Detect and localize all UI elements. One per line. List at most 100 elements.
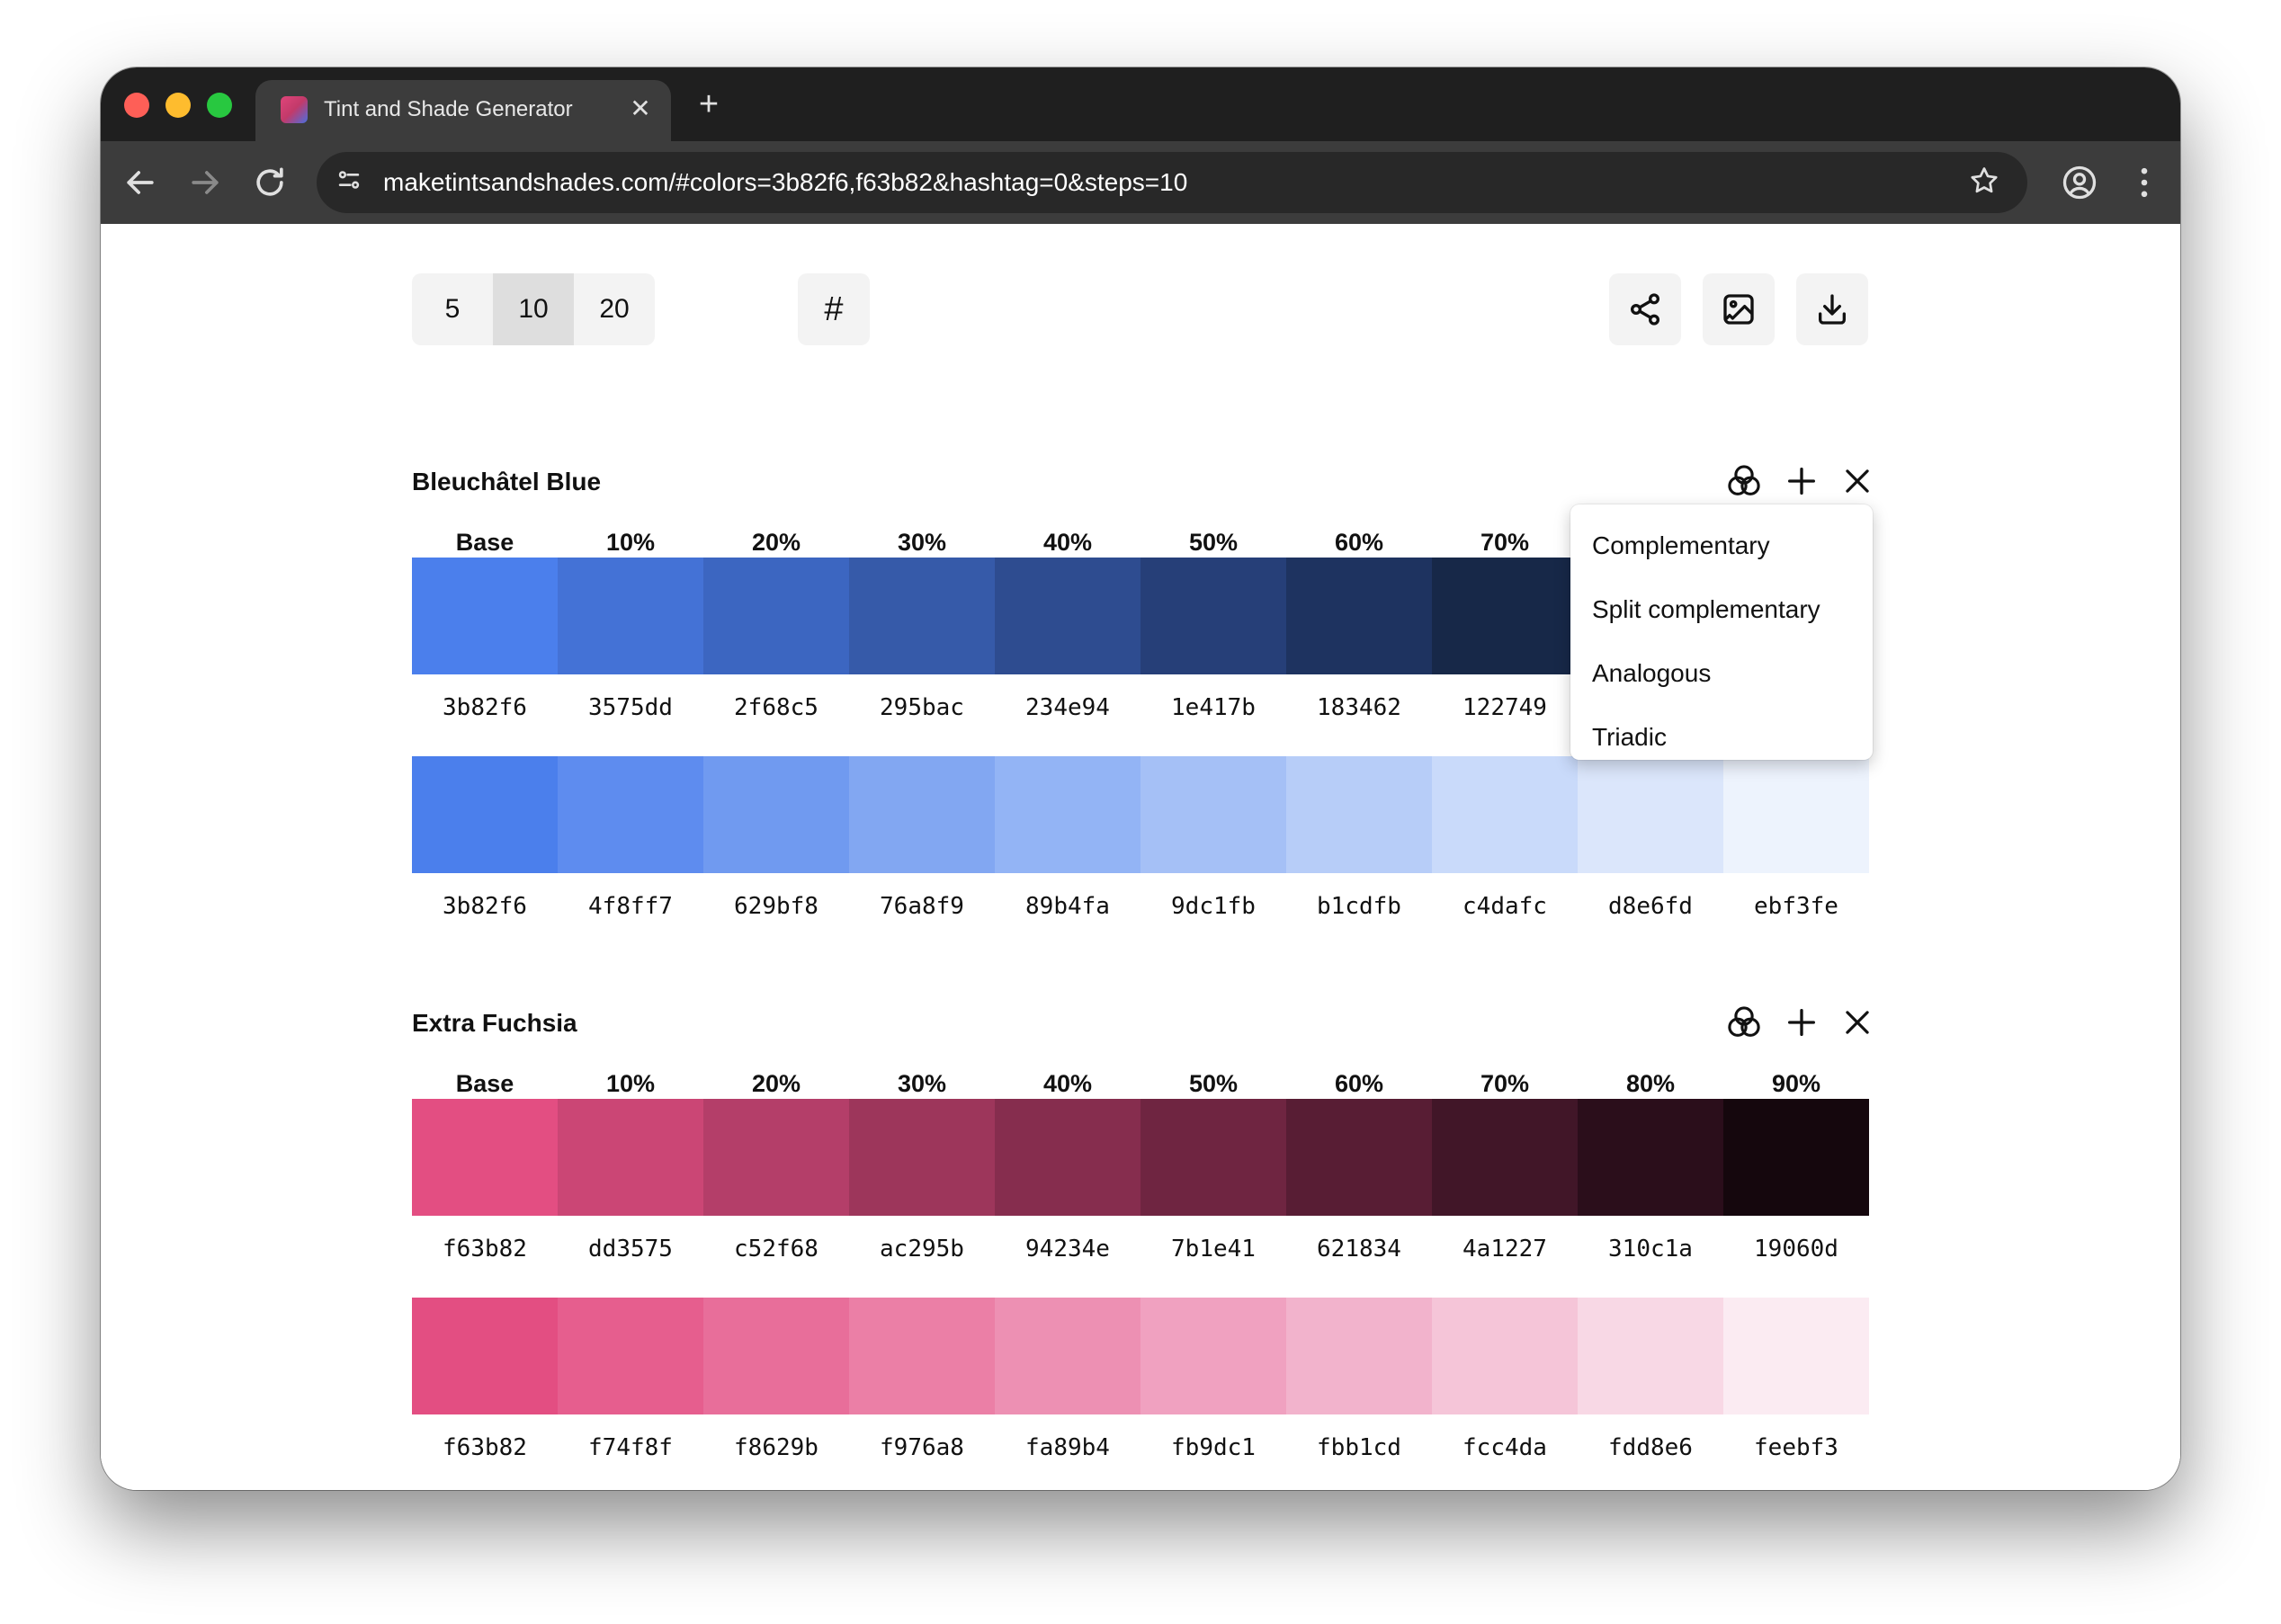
hex-code[interactable]: fb9dc1 <box>1171 1434 1256 1461</box>
color-swatch[interactable] <box>1432 1099 1578 1216</box>
download-button[interactable] <box>1796 273 1868 345</box>
color-swatch[interactable] <box>703 1099 849 1216</box>
url-text[interactable]: maketintsandshades.com/#colors=3b82f6,f6… <box>383 168 1188 196</box>
hex-code[interactable]: f8629b <box>734 1434 818 1461</box>
palette-name[interactable]: Bleuchâtel Blue <box>412 468 602 495</box>
color-swatch[interactable] <box>1140 756 1286 873</box>
profile-icon[interactable] <box>2060 163 2099 202</box>
share-button[interactable] <box>1609 273 1681 345</box>
hex-code[interactable]: fbb1cd <box>1317 1434 1401 1461</box>
color-swatch[interactable] <box>1432 558 1578 674</box>
browser-menu-icon[interactable] <box>2124 163 2164 202</box>
browser-tab[interactable]: Tint and Shade Generator ✕ <box>255 80 671 141</box>
color-swatch[interactable] <box>703 756 849 873</box>
color-swatch[interactable] <box>1723 756 1869 873</box>
color-swatch[interactable] <box>995 1298 1140 1414</box>
hex-code[interactable]: 1e417b <box>1171 694 1256 721</box>
color-swatch[interactable] <box>558 756 703 873</box>
site-info-icon[interactable] <box>331 165 367 201</box>
hex-code[interactable]: ac295b <box>880 1236 964 1263</box>
menu-item-analogous[interactable]: Analogous <box>1592 659 1712 687</box>
color-swatch[interactable] <box>1286 756 1432 873</box>
color-swatch[interactable] <box>995 558 1140 674</box>
hex-code[interactable]: 7b1e41 <box>1171 1236 1256 1263</box>
hex-code[interactable]: 621834 <box>1317 1236 1401 1263</box>
color-swatch[interactable] <box>1723 1298 1869 1414</box>
color-swatch[interactable] <box>1578 1298 1723 1414</box>
hex-code[interactable]: f976a8 <box>880 1434 964 1461</box>
color-swatch[interactable] <box>1286 558 1432 674</box>
steps-20-button[interactable]: 20 <box>599 294 630 324</box>
color-swatch[interactable] <box>412 1298 558 1414</box>
color-swatch[interactable] <box>849 1298 995 1414</box>
palette-name[interactable]: Extra Fuchsia <box>412 1009 577 1037</box>
add-color-button[interactable] <box>1779 1000 1824 1045</box>
export-image-button[interactable] <box>1703 273 1775 345</box>
hex-code[interactable]: ebf3fe <box>1754 893 1838 920</box>
hex-code[interactable]: 4a1227 <box>1463 1236 1547 1263</box>
hex-code[interactable]: feebf3 <box>1754 1434 1838 1461</box>
color-swatch[interactable] <box>1432 756 1578 873</box>
remove-palette-button[interactable] <box>1835 1000 1880 1045</box>
hex-code[interactable]: 183462 <box>1317 694 1401 721</box>
color-swatch[interactable] <box>1578 756 1723 873</box>
hex-code[interactable]: c4dafc <box>1463 893 1547 920</box>
color-swatch[interactable] <box>1286 1298 1432 1414</box>
hex-code[interactable]: 629bf8 <box>734 893 818 920</box>
hex-code[interactable]: 9dc1fb <box>1171 893 1256 920</box>
harmony-button[interactable] <box>1722 1000 1767 1045</box>
hex-code[interactable]: 76a8f9 <box>880 893 964 920</box>
color-swatch[interactable] <box>995 1099 1140 1216</box>
hex-code[interactable]: 94234e <box>1025 1236 1110 1263</box>
color-swatch[interactable] <box>703 1298 849 1414</box>
color-swatch[interactable] <box>995 756 1140 873</box>
back-button[interactable] <box>121 163 160 202</box>
hex-code[interactable]: 4f8ff7 <box>588 893 673 920</box>
hex-code[interactable]: 295bac <box>880 694 964 721</box>
hex-code[interactable]: 19060d <box>1754 1236 1838 1263</box>
hex-code[interactable]: 3b82f6 <box>443 694 527 721</box>
add-color-button[interactable] <box>1779 459 1824 504</box>
window-close-button[interactable] <box>124 93 149 118</box>
steps-10-button[interactable]: 10 <box>493 273 574 345</box>
color-swatch[interactable] <box>558 1298 703 1414</box>
color-swatch[interactable] <box>849 558 995 674</box>
color-swatch[interactable] <box>1286 1099 1432 1216</box>
hex-code[interactable]: c52f68 <box>734 1236 818 1263</box>
menu-item-triadic[interactable]: Triadic <box>1592 723 1667 751</box>
address-bar[interactable]: maketintsandshades.com/#colors=3b82f6,f6… <box>317 152 2027 213</box>
color-swatch[interactable] <box>1432 1298 1578 1414</box>
menu-item-complementary[interactable]: Complementary <box>1592 531 1770 559</box>
hex-code[interactable]: d8e6fd <box>1608 893 1693 920</box>
color-swatch[interactable] <box>1723 1099 1869 1216</box>
hex-code[interactable]: 310c1a <box>1608 1236 1693 1263</box>
hex-code[interactable]: b1cdfb <box>1317 893 1401 920</box>
window-minimize-button[interactable] <box>165 93 191 118</box>
hex-code[interactable]: fcc4da <box>1463 1434 1547 1461</box>
harmony-button[interactable] <box>1722 459 1767 504</box>
hex-code[interactable]: 234e94 <box>1025 694 1110 721</box>
steps-5-button[interactable]: 5 <box>444 294 461 324</box>
color-swatch[interactable] <box>558 558 703 674</box>
color-swatch[interactable] <box>1578 1099 1723 1216</box>
hex-code[interactable]: fa89b4 <box>1025 1434 1110 1461</box>
reload-button[interactable] <box>250 163 290 202</box>
hex-code[interactable]: dd3575 <box>588 1236 673 1263</box>
hex-code[interactable]: 2f68c5 <box>734 694 818 721</box>
color-swatch[interactable] <box>412 1099 558 1216</box>
hex-code[interactable]: f63b82 <box>443 1236 527 1263</box>
bookmark-star-icon[interactable] <box>1966 165 2002 201</box>
menu-item-split-complementary[interactable]: Split complementary <box>1592 595 1820 623</box>
color-swatch[interactable] <box>1140 1298 1286 1414</box>
hex-code[interactable]: f74f8f <box>588 1434 673 1461</box>
color-swatch[interactable] <box>412 558 558 674</box>
forward-button[interactable] <box>185 163 225 202</box>
tab-close-icon[interactable]: ✕ <box>630 94 651 122</box>
hex-code[interactable]: 3b82f6 <box>443 893 527 920</box>
color-swatch[interactable] <box>703 558 849 674</box>
color-swatch[interactable] <box>1140 1099 1286 1216</box>
hex-code[interactable]: fdd8e6 <box>1608 1434 1693 1461</box>
color-swatch[interactable] <box>1140 558 1286 674</box>
color-swatch[interactable] <box>849 1099 995 1216</box>
new-tab-button[interactable]: + <box>698 85 720 123</box>
